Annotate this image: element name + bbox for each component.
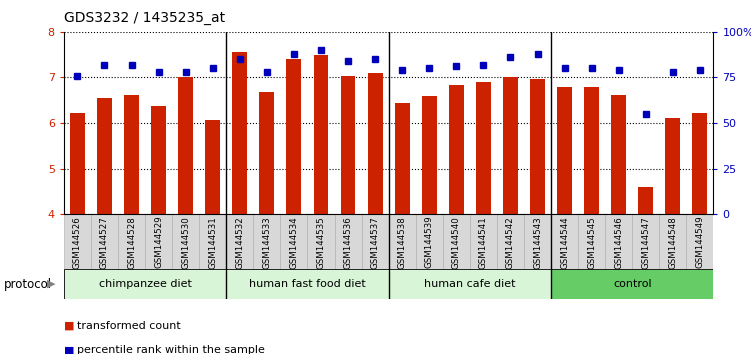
Bar bbox=[395, 103, 409, 354]
Text: GSM144537: GSM144537 bbox=[370, 216, 379, 269]
Bar bbox=[341, 76, 355, 354]
Bar bbox=[497, 214, 524, 269]
Text: GSM144526: GSM144526 bbox=[73, 216, 82, 269]
Text: GSM144549: GSM144549 bbox=[695, 216, 704, 268]
Bar bbox=[361, 214, 389, 269]
Text: GSM144534: GSM144534 bbox=[289, 216, 298, 269]
Bar bbox=[551, 269, 713, 299]
Bar bbox=[226, 214, 253, 269]
Bar bbox=[259, 92, 274, 354]
Bar bbox=[118, 214, 145, 269]
Bar bbox=[503, 76, 518, 354]
Text: GSM144543: GSM144543 bbox=[533, 216, 542, 269]
Text: GSM144530: GSM144530 bbox=[181, 216, 190, 269]
Bar bbox=[70, 113, 85, 354]
Bar bbox=[638, 187, 653, 354]
Bar bbox=[307, 214, 334, 269]
Text: transformed count: transformed count bbox=[77, 321, 181, 331]
Text: GSM144545: GSM144545 bbox=[587, 216, 596, 269]
Text: GSM144535: GSM144535 bbox=[316, 216, 325, 269]
Text: percentile rank within the sample: percentile rank within the sample bbox=[77, 346, 265, 354]
Text: human fast food diet: human fast food diet bbox=[249, 279, 366, 289]
Bar bbox=[145, 214, 172, 269]
Bar bbox=[476, 82, 491, 354]
Text: GSM144547: GSM144547 bbox=[641, 216, 650, 269]
Text: GSM144541: GSM144541 bbox=[479, 216, 488, 269]
Bar bbox=[578, 214, 605, 269]
Text: protocol: protocol bbox=[4, 278, 52, 291]
Text: GSM144533: GSM144533 bbox=[262, 216, 271, 269]
Bar bbox=[199, 214, 226, 269]
Bar bbox=[151, 106, 166, 354]
Bar bbox=[124, 95, 139, 354]
Bar bbox=[530, 79, 545, 354]
Text: chimpanzee diet: chimpanzee diet bbox=[98, 279, 192, 289]
Bar bbox=[64, 214, 91, 269]
Bar bbox=[280, 214, 307, 269]
Bar bbox=[226, 269, 389, 299]
Text: GSM144527: GSM144527 bbox=[100, 216, 109, 269]
Bar bbox=[449, 85, 464, 354]
Bar bbox=[665, 118, 680, 354]
Bar bbox=[172, 214, 199, 269]
Text: human cafe diet: human cafe diet bbox=[424, 279, 516, 289]
Bar bbox=[422, 96, 436, 354]
Bar bbox=[232, 52, 247, 354]
Bar bbox=[97, 98, 112, 354]
Text: GSM144548: GSM144548 bbox=[668, 216, 677, 269]
Bar bbox=[557, 87, 572, 354]
Text: GSM144531: GSM144531 bbox=[208, 216, 217, 269]
Bar bbox=[368, 73, 382, 354]
Text: GSM144536: GSM144536 bbox=[343, 216, 352, 269]
Bar bbox=[584, 86, 599, 354]
Bar bbox=[524, 214, 551, 269]
Text: GSM144529: GSM144529 bbox=[154, 216, 163, 268]
Bar bbox=[91, 214, 118, 269]
Text: GSM144542: GSM144542 bbox=[506, 216, 515, 269]
Text: control: control bbox=[613, 279, 652, 289]
Bar bbox=[686, 214, 713, 269]
Bar bbox=[205, 120, 220, 354]
Text: GSM144532: GSM144532 bbox=[235, 216, 244, 269]
Text: GSM144528: GSM144528 bbox=[127, 216, 136, 269]
Text: ▶: ▶ bbox=[47, 279, 56, 289]
Text: GSM144539: GSM144539 bbox=[425, 216, 434, 268]
Text: GSM144540: GSM144540 bbox=[452, 216, 461, 269]
Bar bbox=[389, 214, 416, 269]
Text: ■: ■ bbox=[64, 321, 74, 331]
Text: GSM144544: GSM144544 bbox=[560, 216, 569, 269]
Bar bbox=[605, 214, 632, 269]
Bar bbox=[389, 269, 551, 299]
Bar bbox=[334, 214, 361, 269]
Bar bbox=[692, 113, 707, 354]
Bar bbox=[178, 78, 193, 354]
Bar bbox=[443, 214, 470, 269]
Bar bbox=[551, 214, 578, 269]
Bar bbox=[659, 214, 686, 269]
Bar bbox=[286, 59, 301, 354]
Bar bbox=[611, 95, 626, 354]
Text: ■: ■ bbox=[64, 346, 74, 354]
Bar bbox=[253, 214, 280, 269]
Bar bbox=[64, 269, 226, 299]
Text: GDS3232 / 1435235_at: GDS3232 / 1435235_at bbox=[64, 11, 225, 25]
Bar bbox=[416, 214, 443, 269]
Bar bbox=[632, 214, 659, 269]
Text: GSM144546: GSM144546 bbox=[614, 216, 623, 269]
Bar bbox=[470, 214, 497, 269]
Text: GSM144538: GSM144538 bbox=[398, 216, 407, 269]
Bar bbox=[313, 55, 328, 354]
